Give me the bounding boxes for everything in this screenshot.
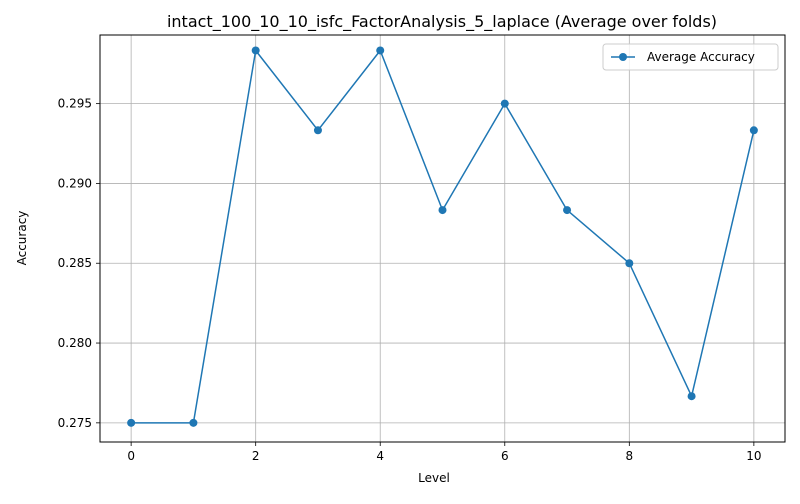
data-point: [376, 46, 385, 55]
x-axis-label: Level: [418, 471, 450, 485]
data-point: [189, 418, 198, 427]
data-point: [687, 392, 696, 401]
y-axis-label: Accuracy: [15, 211, 29, 266]
plot-frame: [99, 34, 786, 443]
data-point: [251, 46, 260, 55]
data-point: [313, 126, 322, 135]
y-tick-label: 0.275: [58, 416, 92, 430]
y-tick-label: 0.290: [58, 176, 92, 190]
x-tick-label: 4: [376, 449, 384, 463]
x-tick-label: 2: [252, 449, 260, 463]
legend-box: [602, 43, 779, 71]
grid-lines: [100, 35, 785, 442]
legend-label: Average Accuracy: [647, 50, 755, 64]
x-tick-label: 10: [746, 449, 761, 463]
axis-ticks: 0 2 4 6 8 10 0.275 0.280 0.285 0.290 0.295: [58, 97, 762, 463]
y-tick-label: 0.295: [58, 97, 92, 111]
x-tick-label: 8: [625, 449, 633, 463]
data-point: [438, 206, 447, 215]
x-tick-label: 6: [501, 449, 509, 463]
series-layer: [127, 46, 758, 427]
data-point: [500, 99, 509, 108]
y-tick-label: 0.280: [58, 336, 92, 350]
legend-marker-sample: [619, 53, 627, 61]
y-tick-label: 0.285: [58, 256, 92, 270]
data-point: [749, 126, 758, 135]
data-point: [563, 206, 572, 215]
x-tick-label: 0: [127, 449, 135, 463]
data-point: [127, 418, 136, 427]
chart-title: intact_100_10_10_isfc_FactorAnalysis_5_l…: [167, 12, 717, 32]
data-point: [625, 259, 634, 268]
legend: Average Accuracy: [602, 43, 779, 71]
